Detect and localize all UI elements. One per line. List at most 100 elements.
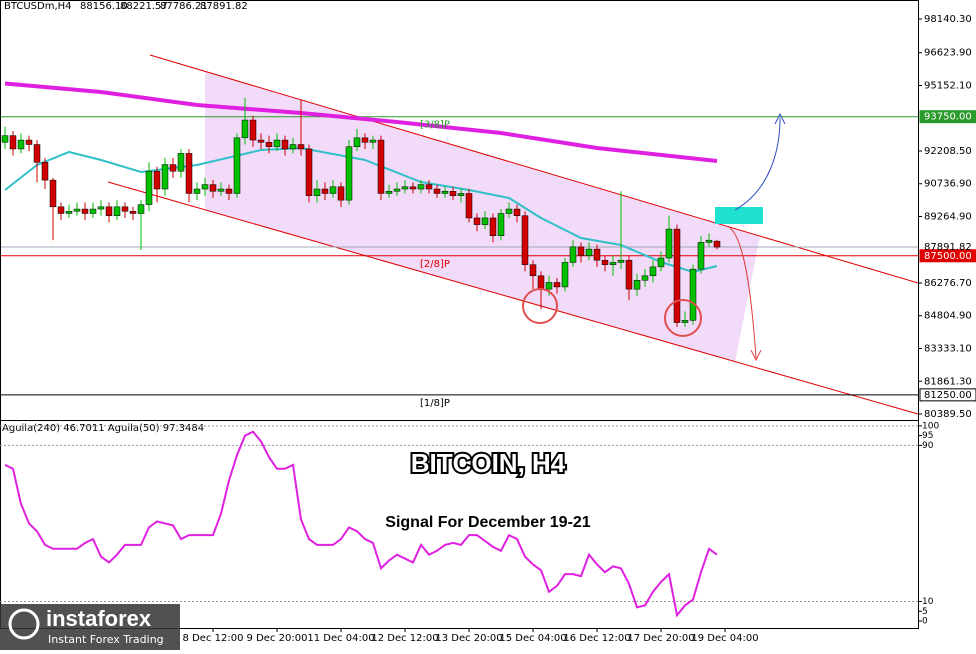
- candle-body: [441, 190, 449, 194]
- y-tick-label: 96623.90: [924, 48, 972, 59]
- y-tick-label: 83333.10: [924, 343, 972, 354]
- candle-body: [617, 259, 625, 263]
- candle-body: [289, 144, 297, 150]
- level-price-box: [919, 388, 976, 402]
- candle-body: [697, 242, 705, 270]
- plot: [0, 81, 918, 396]
- candle-body: [265, 142, 273, 147]
- candle-body: [329, 186, 337, 194]
- candle-body: [57, 206, 65, 214]
- overlay-title: BITCOIN, H4: [411, 448, 566, 478]
- candle-body: [313, 188, 321, 196]
- candle-body: [481, 217, 489, 225]
- candle-body: [609, 262, 617, 265]
- candle-body: [129, 211, 137, 214]
- candle-body: [233, 137, 241, 194]
- candle-body: [97, 206, 105, 210]
- candle-body: [425, 184, 433, 190]
- candle-body: [417, 184, 425, 190]
- x-tick-label: 8 Dec 12:00: [183, 633, 244, 644]
- indicator-tick-label: 90: [922, 441, 934, 451]
- candle-body: [401, 186, 409, 190]
- candle-body: [193, 188, 201, 194]
- level-price-box: [919, 110, 976, 124]
- candle-body: [17, 139, 25, 150]
- candle-body: [601, 259, 609, 265]
- candle-body: [161, 164, 169, 190]
- candle-body: [585, 248, 593, 257]
- candle-body: [321, 188, 329, 194]
- candle-body: [297, 144, 305, 150]
- candle-body: [393, 188, 401, 192]
- candle-body: [665, 228, 673, 259]
- candle-body: [457, 193, 465, 196]
- candle-body: [505, 208, 513, 214]
- candle-body: [113, 206, 121, 216]
- x-tick-label: 12 Dec 12:00: [371, 633, 438, 644]
- candle-body: [489, 217, 497, 236]
- candle-body: [257, 139, 265, 143]
- candle-body: [185, 153, 193, 194]
- candle-body: [305, 148, 313, 196]
- candle-body: [577, 246, 585, 257]
- candle-body: [561, 262, 569, 288]
- header-symbol: BTCUSDm,H4: [4, 1, 72, 12]
- x-tick-label: 19 Dec 04:00: [691, 633, 758, 644]
- level-price-label: 87500.00: [924, 251, 972, 262]
- channel-lower: [107, 181, 919, 415]
- arrow-head: [750, 349, 762, 362]
- y-tick-label: 95152.10: [924, 80, 972, 91]
- candle-body: [377, 139, 385, 194]
- y-tick-label: 90736.90: [924, 179, 972, 190]
- candle-body: [105, 206, 113, 216]
- candle-body: [153, 170, 161, 190]
- watermark-logo: [8, 608, 40, 640]
- y-tick-label: 89264.90: [924, 212, 972, 223]
- candle-body: [641, 275, 649, 281]
- candle-body: [89, 208, 97, 214]
- highlight-circle: [664, 299, 702, 337]
- x-tick-label: 11 Dec 04:00: [307, 633, 374, 644]
- candle-body: [145, 170, 153, 205]
- candle-body: [353, 137, 361, 147]
- candle-body: [73, 208, 81, 212]
- candle-body: [249, 119, 257, 141]
- header-open: 88156.10: [80, 1, 128, 12]
- candle-body: [177, 153, 185, 172]
- candle-body: [705, 239, 713, 243]
- candle-body: [121, 206, 129, 212]
- candle-body: [657, 257, 665, 268]
- candle-body: [9, 135, 17, 150]
- candle-body: [681, 320, 689, 323]
- candle-body: [625, 259, 633, 290]
- candle-body: [65, 211, 73, 214]
- candle-body: [513, 208, 521, 216]
- moving-average: [4, 81, 718, 163]
- x-tick-label: 16 Dec 12:00: [563, 633, 630, 644]
- watermark-brand: instaforex: [46, 606, 152, 631]
- candle-body: [281, 139, 289, 150]
- channel-fill: [205, 71, 760, 362]
- candle-body: [713, 240, 721, 248]
- candle-body: [41, 162, 49, 181]
- candle-body: [633, 280, 641, 290]
- level-name: [3/8]P: [420, 120, 450, 131]
- candle-body: [225, 188, 233, 194]
- y-tick-label: 86276.70: [924, 278, 972, 289]
- header-low: 87786.21: [160, 1, 208, 12]
- overlay-subtitle: Signal For December 19-21: [385, 514, 591, 531]
- level-name: [1/8]P: [420, 398, 450, 409]
- candle-body: [385, 190, 393, 194]
- candle-body: [689, 268, 697, 321]
- channel-upper: [149, 54, 919, 284]
- level-name: [2/8]P: [420, 259, 450, 270]
- candle-body: [209, 184, 217, 192]
- candle-body: [1, 135, 9, 143]
- candle-body: [25, 139, 33, 145]
- candle-body: [497, 213, 505, 236]
- candle-body: [137, 204, 145, 214]
- candle-body: [409, 186, 417, 190]
- candle-body: [529, 264, 537, 277]
- candle-body: [369, 139, 377, 143]
